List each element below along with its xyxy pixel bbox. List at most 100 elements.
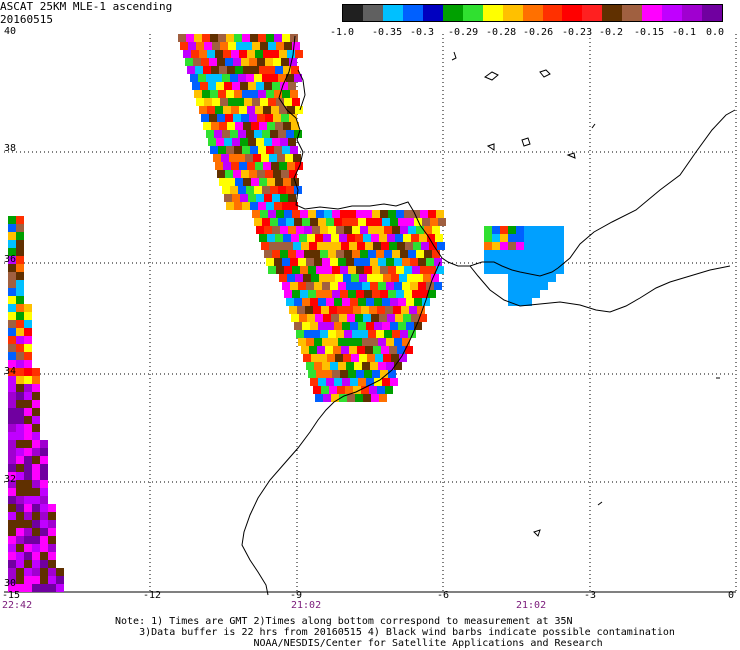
longitude-label: -3 [584, 590, 597, 601]
data-cell [367, 354, 375, 362]
data-cell [333, 346, 341, 354]
data-cell [24, 432, 32, 440]
data-cell [403, 234, 411, 242]
data-cell [250, 146, 258, 154]
data-cell [56, 584, 64, 592]
data-cell [290, 258, 298, 266]
data-cell [408, 330, 416, 338]
data-cell [32, 472, 40, 480]
data-cell [273, 114, 281, 122]
data-cell [409, 306, 417, 314]
data-cell [524, 242, 532, 250]
data-cell [396, 290, 404, 298]
data-cell [430, 218, 438, 226]
data-cell [279, 274, 287, 282]
data-cell [332, 210, 340, 218]
data-cell [540, 258, 548, 266]
data-cell [322, 258, 330, 266]
data-cell [423, 274, 431, 282]
data-cell [32, 368, 40, 376]
data-cell [259, 122, 267, 130]
data-cell [322, 282, 330, 290]
data-cell [316, 290, 324, 298]
data-cell [260, 98, 268, 106]
longitude-label: -15 [2, 590, 21, 601]
data-cell [363, 314, 371, 322]
data-cell [32, 536, 40, 544]
data-cell [386, 338, 394, 346]
data-cell [265, 170, 273, 178]
data-cell [338, 362, 346, 370]
data-cell [16, 576, 24, 584]
data-cell [248, 194, 256, 202]
latitude-label: 32 [4, 474, 17, 485]
data-cell [217, 58, 225, 66]
data-cell [196, 42, 204, 50]
data-cell [362, 282, 370, 290]
data-cell [301, 346, 309, 354]
data-cell [16, 224, 24, 232]
data-cell [516, 242, 524, 250]
data-cell [540, 242, 548, 250]
data-cell [246, 74, 254, 82]
data-cell [233, 170, 241, 178]
data-cell [359, 354, 367, 362]
data-cell [344, 330, 352, 338]
data-cell [359, 274, 367, 282]
data-cell [233, 114, 241, 122]
data-cell [240, 194, 248, 202]
data-cell [339, 314, 347, 322]
colorbar-swatch [422, 5, 443, 21]
data-cell [266, 146, 274, 154]
data-cell [208, 82, 216, 90]
latitude-label: 30 [4, 578, 17, 589]
data-cell [16, 240, 24, 248]
data-cell [310, 378, 318, 386]
data-cell [318, 298, 326, 306]
data-cell [312, 226, 320, 234]
data-cell [225, 114, 233, 122]
data-cell [24, 400, 32, 408]
data-cell [373, 242, 381, 250]
data-cell [257, 58, 265, 66]
longitude-label: 0 [728, 590, 735, 601]
data-cell [334, 378, 342, 386]
data-cell [284, 266, 292, 274]
data-cell [356, 210, 364, 218]
data-cell [500, 234, 508, 242]
data-cell [16, 504, 24, 512]
data-cell [268, 42, 276, 50]
data-cell [240, 82, 248, 90]
time-label-2: 21:02 [291, 600, 322, 611]
data-cell [397, 242, 405, 250]
data-cell [348, 266, 356, 274]
data-cell [438, 218, 446, 226]
data-cell [394, 362, 402, 370]
data-cell [216, 138, 224, 146]
data-cell [286, 186, 294, 194]
data-cell [270, 130, 278, 138]
data-cell [363, 234, 371, 242]
data-cell [524, 274, 532, 282]
data-cell [40, 552, 48, 560]
data-cell [277, 154, 285, 162]
data-cell [8, 496, 16, 504]
data-cell [247, 106, 255, 114]
data-cell [8, 256, 16, 264]
data-cell [532, 290, 540, 298]
data-cell [306, 282, 314, 290]
data-cell [16, 584, 24, 592]
data-cell [388, 210, 396, 218]
data-cell [382, 218, 390, 226]
data-cell [306, 338, 314, 346]
data-cell [8, 272, 16, 280]
data-cell [203, 66, 211, 74]
data-cell [239, 106, 247, 114]
data-cell [307, 234, 315, 242]
data-cell [282, 282, 290, 290]
data-cell [190, 74, 198, 82]
data-cell [317, 346, 325, 354]
data-cell [238, 130, 246, 138]
data-cell [225, 170, 233, 178]
